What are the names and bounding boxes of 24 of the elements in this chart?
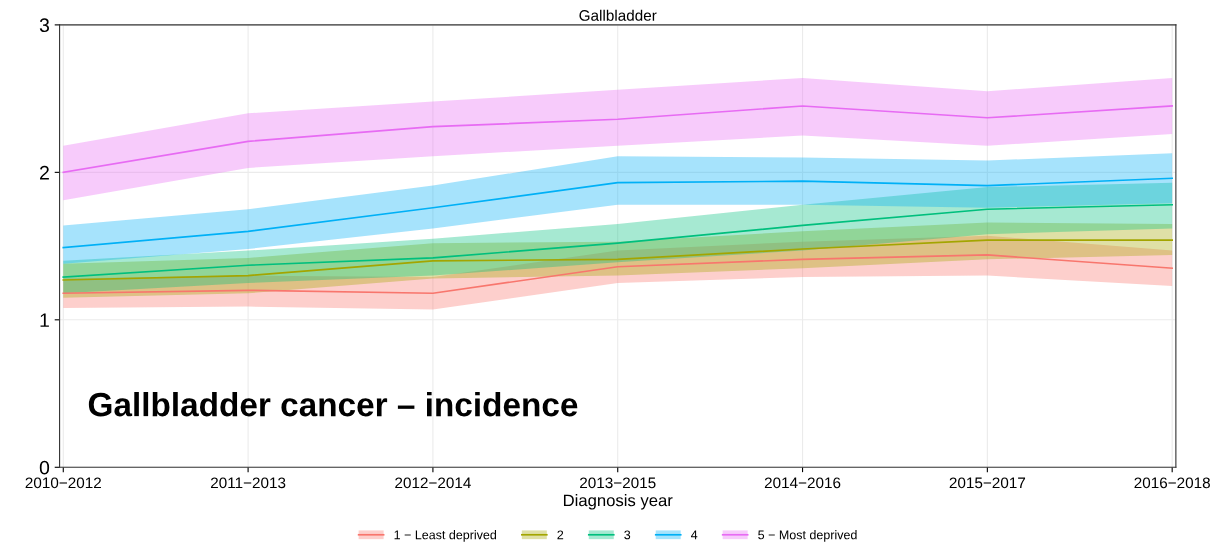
legend-label: 3 — [624, 530, 631, 540]
legend-label: 5 − Most deprived — [758, 530, 857, 542]
y-tick-label: 3 — [39, 18, 50, 33]
line-series — [62, 177, 1174, 249]
y-tick-label: 2 — [40, 165, 49, 180]
x-tick-label: 2013−2015 — [580, 477, 656, 489]
x-tick-label: 2014−2016 — [764, 477, 841, 489]
x-tick-label: 2015−2017 — [949, 477, 1026, 489]
line-series — [62, 239, 1174, 281]
y-tick-label: 0 — [39, 460, 50, 475]
x-tick-label: 2011−2013 — [210, 477, 286, 489]
legend-label: 1 − Least deprived — [394, 530, 497, 542]
x-tick-label: 2016−2018 — [1134, 477, 1210, 489]
legend-label: 2 — [557, 530, 564, 540]
y-tick-label: 1 — [40, 313, 49, 327]
line-series — [62, 105, 1174, 174]
chart-title: Gallbladder — [579, 9, 657, 21]
line-series — [62, 203, 1174, 278]
annotation: Gallbladder cancer – incidence — [88, 391, 578, 417]
legend-label: 4 — [691, 530, 698, 540]
line-series — [62, 254, 1174, 295]
x-axis-title: Diagnosis year — [563, 494, 673, 510]
x-tick-label: 2010−2012 — [25, 477, 101, 489]
x-tick-label: 2012−2014 — [395, 477, 471, 489]
